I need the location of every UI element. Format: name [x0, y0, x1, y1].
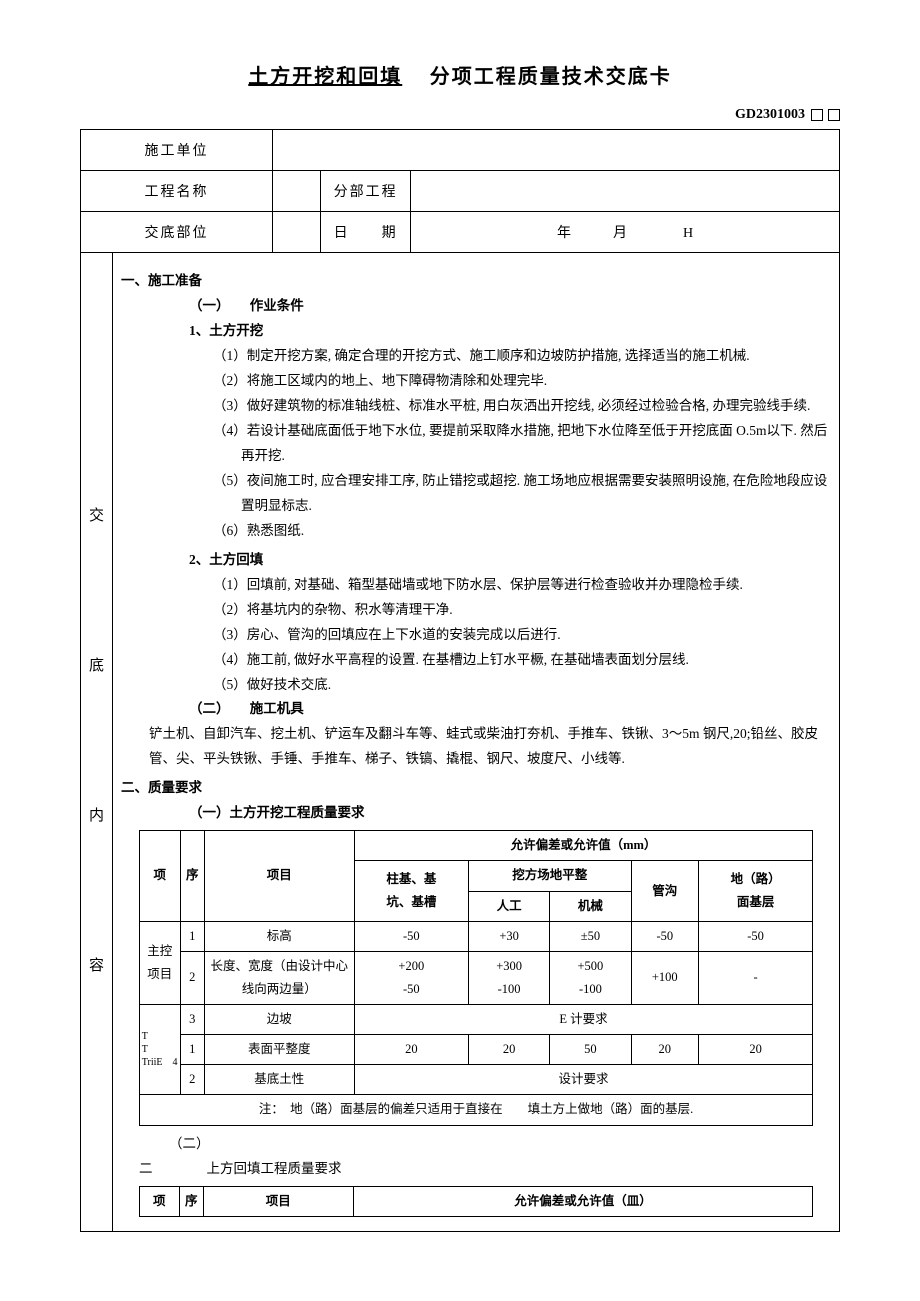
sec-1-1: （一） 作业条件	[189, 294, 831, 319]
sec-1-1-1: 1、土方开挖	[189, 319, 831, 344]
th-tol2: 允许偏差或允许值（皿）	[353, 1186, 812, 1216]
th-c2a: 人工	[468, 891, 549, 921]
doc-title-plain: 分项工程质量技术交底卡	[430, 66, 672, 88]
cell: 1	[180, 1035, 204, 1065]
cell: 3	[180, 1005, 204, 1035]
cell: 50	[550, 1035, 631, 1065]
th-xu: 序	[180, 831, 204, 921]
grp1: 主控项目	[139, 921, 180, 1004]
sidebar-label: 交底内容	[81, 253, 113, 1232]
item: （2）将基坑内的杂物、积水等清理干净.	[213, 598, 831, 623]
label-date: 日 期	[321, 212, 411, 253]
th-xiangmu: 项目	[204, 831, 354, 921]
label-subproject: 分部工程	[321, 171, 411, 212]
sidebar-b: 底	[89, 658, 104, 674]
quality-table-1: 项 序 项目 允许偏差或允许值（mm） 柱基、基坑、基槽 挖方场地平整 管沟 地…	[139, 830, 813, 1125]
main-table: 施工单位 工程名称 分部工程 交底部位 日 期 年 月 H 交底内容 一、施工准…	[80, 129, 840, 1232]
th-xiang: 项	[139, 831, 180, 921]
cell: -50	[631, 921, 698, 951]
cell: 2	[180, 1065, 204, 1095]
cell: +300-100	[468, 951, 549, 1004]
content-body: 一、施工准备 （一） 作业条件 1、土方开挖 （1）制定开挖方案, 确定合理的开…	[113, 253, 840, 1232]
th-xu2: 序	[179, 1186, 203, 1216]
checkbox-1[interactable]	[811, 109, 823, 121]
cell: 20	[468, 1035, 549, 1065]
item: （6）熟悉图纸.	[213, 519, 831, 544]
cell: 20	[354, 1035, 468, 1065]
cell: ±50	[550, 921, 631, 951]
th-c2b: 机械	[550, 891, 631, 921]
item: （5）夜间施工时, 应合理安排工序, 防止错挖或超挖. 施工场地应根据需要安装照…	[213, 469, 831, 519]
quality-table-2: 项 序 项目 允许偏差或允许值（皿）	[139, 1186, 813, 1217]
th-xiangmu2: 项目	[203, 1186, 353, 1216]
cell: 表面平整度	[204, 1035, 354, 1065]
th-c1: 柱基、基坑、基槽	[354, 861, 468, 921]
item: （1）回填前, 对基础、箱型基础墙或地下防水层、保护层等进行检查验收并办理隐检手…	[213, 573, 831, 598]
cell: +500-100	[550, 951, 631, 1004]
field-location[interactable]	[272, 212, 320, 253]
item: （2）将施工区域内的地上、地下障碍物清除和处理完毕.	[213, 369, 831, 394]
doc-code-row: GD2301003	[80, 107, 840, 123]
sidebar-d: 容	[89, 958, 104, 974]
item: （4）若设计基础底面低于地下水位, 要提前采取降水措施, 把地下水位降至低于开挖…	[213, 419, 831, 469]
sec-2-1: （一）土方开挖工程质量要求	[189, 801, 831, 826]
field-subproject[interactable]	[411, 171, 840, 212]
th-c2: 挖方场地平整	[468, 861, 631, 891]
table-note: 注： 地（路）面基层的偏差只适用于直接在 填土方上做地（路）面的基层.	[139, 1095, 812, 1125]
cell: E 计要求	[354, 1005, 813, 1035]
item: （4）施工前, 做好水平高程的设置. 在基槽边上钉水平橛, 在基础墙表面划分层线…	[213, 648, 831, 673]
cell: +200-50	[354, 951, 468, 1004]
cell: 20	[698, 1035, 812, 1065]
label-project: 工程名称	[81, 171, 273, 212]
grp2: T TTriiE 4	[139, 1005, 180, 1095]
tools-text: 铲土机、自卸汽车、挖土机、铲运车及翻斗车等、蛙式或柴油打夯机、手推车、铁锹、3～…	[149, 722, 831, 772]
sec-1: 一、施工准备	[121, 269, 831, 294]
doc-code: GD2301003	[735, 107, 805, 122]
cell: 1	[180, 921, 204, 951]
cell: 边坡	[204, 1005, 354, 1035]
cell: +100	[631, 951, 698, 1004]
sec-1-1-2: 2、土方回填	[189, 548, 831, 573]
sec-2: 二、质量要求	[121, 776, 831, 801]
sec-1-2: （二） 施工机具	[189, 697, 831, 722]
cell: 20	[631, 1035, 698, 1065]
item: （1）制定开挖方案, 确定合理的开挖方式、施工顺序和边坡防护措施, 选择适当的施…	[213, 344, 831, 369]
cell: 设计要求	[354, 1065, 813, 1095]
th-c4: 地（路）面基层	[698, 861, 812, 921]
checkbox-2[interactable]	[828, 109, 840, 121]
cell: 2	[180, 951, 204, 1004]
label-unit: 施工单位	[81, 130, 273, 171]
th-tol: 允许偏差或允许值（mm）	[354, 831, 813, 861]
cell: 标高	[204, 921, 354, 951]
cell: 长度、宽度（由设计中心线向两边量）	[204, 951, 354, 1004]
th-xiang2: 项	[139, 1186, 179, 1216]
sec-2-2b: 二 上方回填工程质量要求	[139, 1157, 831, 1182]
item: （5）做好技术交底.	[213, 673, 831, 698]
sidebar-a: 交	[89, 508, 104, 524]
cell: -50	[698, 921, 812, 951]
cell: 基底土性	[204, 1065, 354, 1095]
cell: +30	[468, 921, 549, 951]
cell: -	[698, 951, 812, 1004]
field-unit[interactable]	[272, 130, 839, 171]
item: （3）房心、管沟的回填应在上下水道的安装完成以后进行.	[213, 623, 831, 648]
field-project[interactable]	[272, 171, 320, 212]
th-c3: 管沟	[631, 861, 698, 921]
item: （3）做好建筑物的标准轴线桩、标准水平桩, 用白灰洒出开挖线, 必须经过检验合格…	[213, 394, 831, 419]
sidebar-c: 内	[89, 808, 104, 824]
sec-2-2a: （二）	[169, 1132, 831, 1157]
label-location: 交底部位	[81, 212, 273, 253]
cell: -50	[354, 921, 468, 951]
doc-title-underline: 土方开挖和回填	[248, 66, 402, 88]
field-date[interactable]: 年 月 H	[411, 212, 840, 253]
